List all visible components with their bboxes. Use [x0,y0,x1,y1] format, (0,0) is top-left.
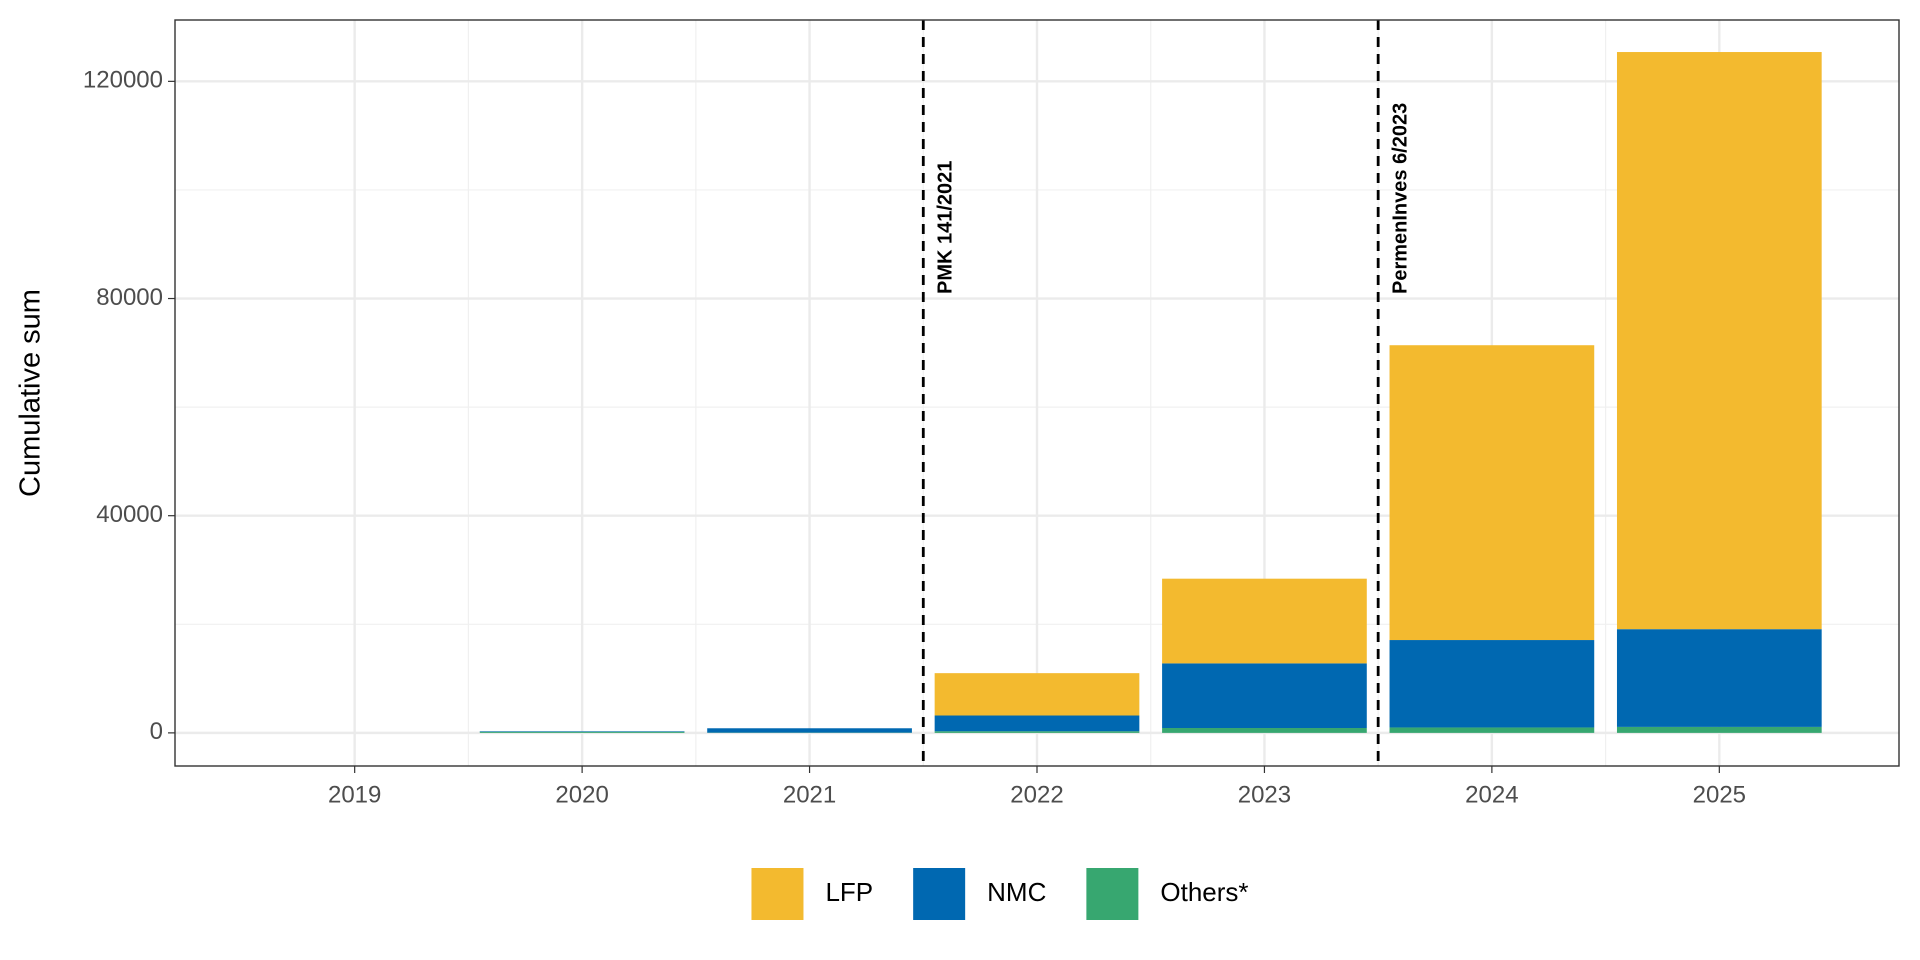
x-tick-label: 2019 [328,781,381,808]
bar-segment [934,673,1140,716]
x-tick-label: 2022 [1010,781,1063,808]
legend: LFP NMC Others* [751,868,1249,920]
x-tick-label: 2025 [1693,781,1746,808]
x-tick-label: 2024 [1465,781,1518,808]
bar-segment [479,731,685,732]
legend-key [1086,868,1139,920]
legend-label: LFP [825,877,873,907]
x-tick-label: 2023 [1238,781,1291,808]
bar-segment [934,731,1140,733]
legend-key [913,868,966,920]
bar-segment [707,728,912,733]
bar-segment [1616,52,1822,630]
legend-label: NMC [987,877,1046,907]
legend-key [751,868,804,920]
y-tick-label: 40000 [96,501,163,528]
x-tick-label: 2020 [555,781,608,808]
bar-segment [1162,578,1367,664]
bar-segment [1389,640,1595,728]
bar-segment [479,731,685,733]
plot-border [174,19,1900,767]
y-axis-label: Cumulative sum [15,289,47,497]
y-tick-label: 0 [150,718,163,745]
bar-segment [1389,727,1595,733]
bar-segment [1389,345,1595,641]
bar-segment [1616,726,1822,733]
y-tick-label: 120000 [83,67,163,94]
x-tick-label: 2021 [783,781,836,808]
bar-segment [1616,629,1822,727]
bar-segment [1162,727,1367,733]
bar-segment [934,715,1140,732]
legend-label: Others* [1160,877,1248,907]
bar-segment [1162,663,1367,728]
annotation-label: PMK 141/2021 [935,161,957,294]
annotation-label: PermenInves 6/2023 [1389,103,1411,294]
y-tick-label: 80000 [96,284,163,311]
